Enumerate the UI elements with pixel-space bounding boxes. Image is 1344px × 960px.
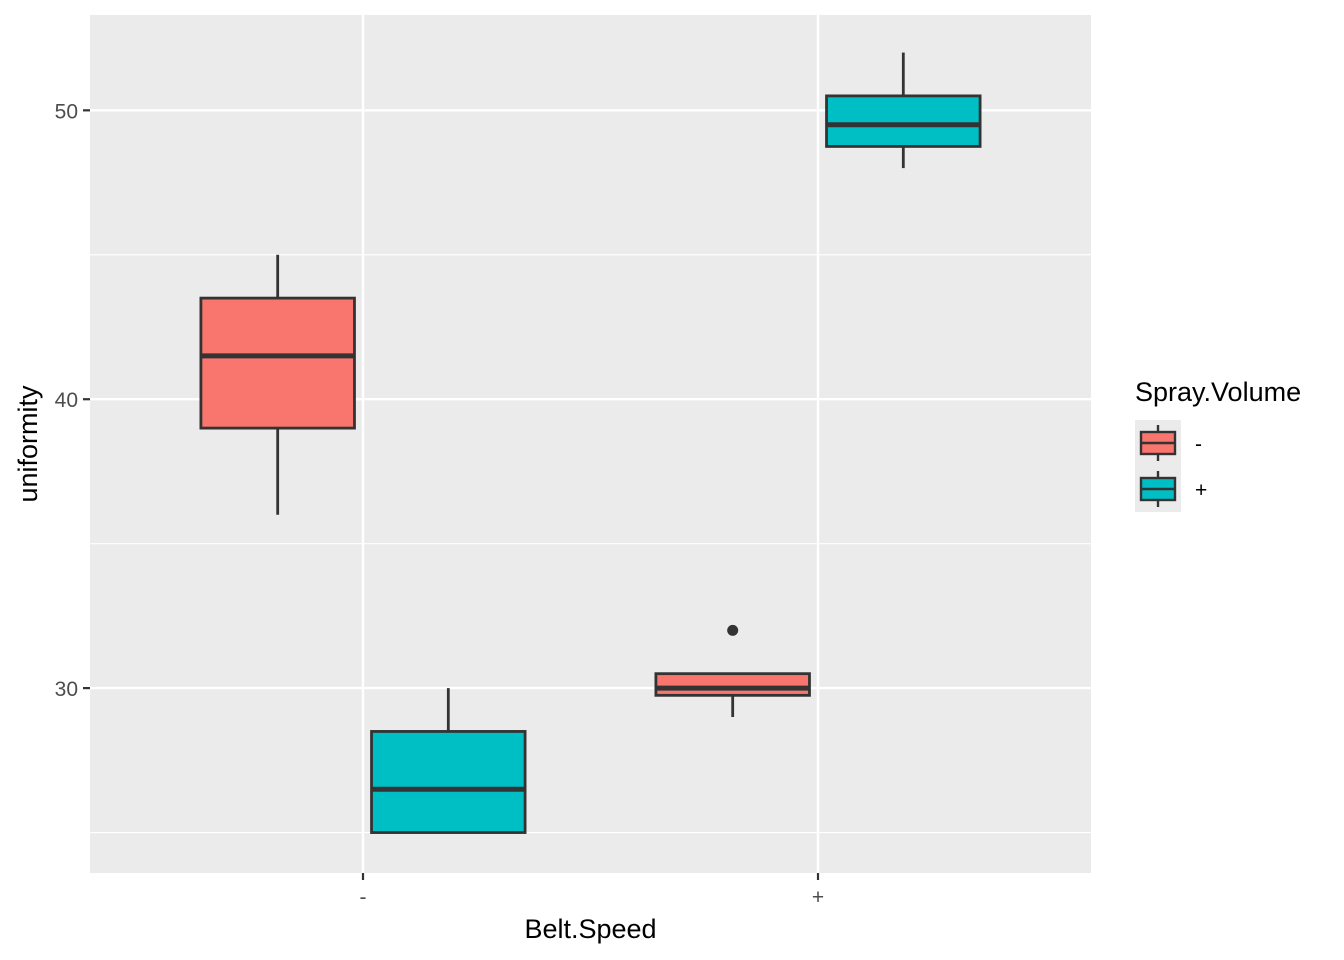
box: [825, 94, 982, 148]
y-axis-title: uniformity: [13, 385, 43, 503]
x-tick-label: -: [360, 886, 367, 909]
legend-title: Spray.Volume: [1135, 377, 1301, 407]
box-group: [654, 624, 811, 717]
x-axis-title: Belt.Speed: [524, 914, 656, 944]
minor-gridlines: [90, 254, 1091, 834]
box-group: [199, 254, 356, 515]
legend-key: -: [1135, 420, 1202, 466]
x-tick-label: +: [812, 886, 824, 909]
legend-keys: -+: [1135, 420, 1207, 512]
legend-key: +: [1135, 466, 1207, 512]
outlier-point: [727, 624, 739, 636]
box-group: [825, 52, 982, 169]
axes: 30 40 50 - +: [55, 100, 824, 909]
legend: Spray.Volume -+: [1135, 377, 1301, 512]
legend-key-label: -: [1195, 433, 1202, 456]
box: [654, 672, 811, 697]
y-tick-label: 30: [55, 678, 78, 701]
legend-key-label: +: [1195, 479, 1207, 502]
y-tick-label: 40: [55, 389, 78, 412]
box: [370, 730, 527, 834]
boxplots: [199, 52, 982, 834]
plot-panel: [90, 15, 1091, 873]
y-tick-label: 50: [55, 100, 78, 123]
box: [199, 296, 356, 430]
box-group: [370, 688, 527, 834]
